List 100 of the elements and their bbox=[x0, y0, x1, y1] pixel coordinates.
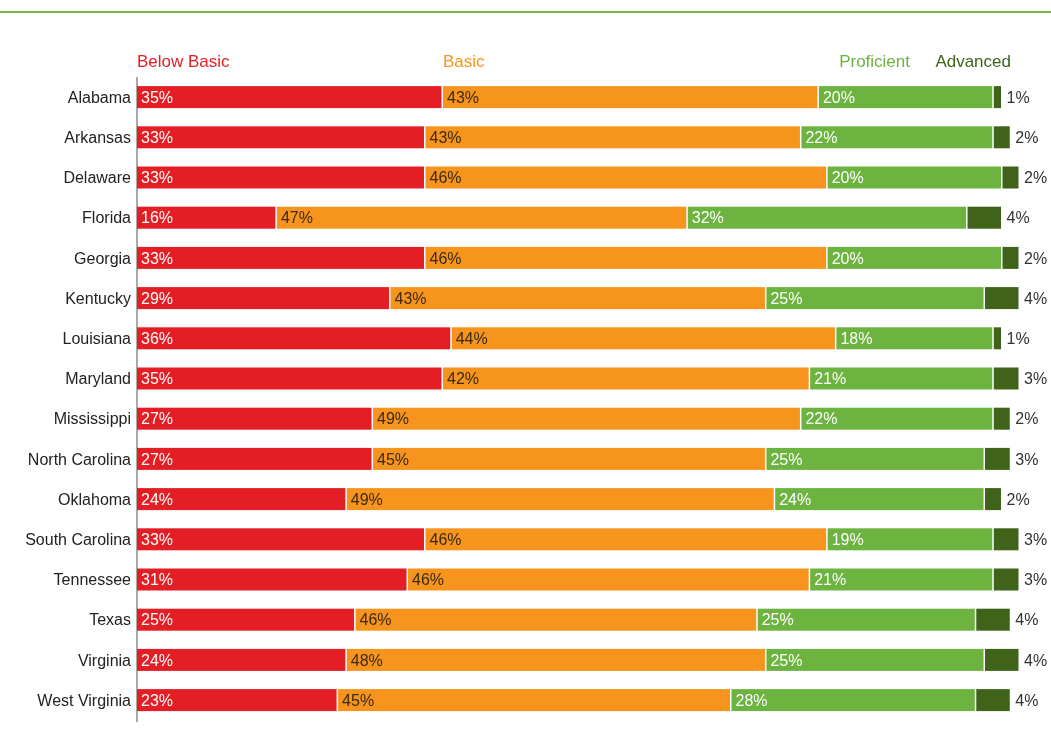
bar bbox=[1002, 246, 1019, 269]
y-tick-label: Kentucky bbox=[65, 289, 131, 307]
data-label: 2% bbox=[1024, 249, 1048, 267]
bar bbox=[338, 689, 730, 712]
bar bbox=[827, 246, 1002, 269]
bar bbox=[425, 166, 827, 189]
y-tick-label: North Carolina bbox=[27, 450, 132, 468]
data-label: 2% bbox=[1006, 490, 1030, 508]
data-label: 48% bbox=[350, 651, 383, 669]
bar bbox=[137, 246, 425, 269]
data-label: 31% bbox=[141, 571, 174, 589]
bar bbox=[373, 407, 800, 430]
data-label: 29% bbox=[141, 289, 174, 307]
bar bbox=[346, 648, 765, 671]
y-tick-label: Texas bbox=[89, 611, 131, 629]
data-label: 2% bbox=[1015, 410, 1039, 428]
bar bbox=[775, 488, 984, 511]
bar bbox=[373, 447, 765, 470]
series-label: Proficient bbox=[839, 52, 911, 71]
data-label: 33% bbox=[141, 530, 174, 548]
bar bbox=[976, 689, 1010, 712]
data-label: 24% bbox=[141, 651, 174, 669]
data-label: 4% bbox=[1015, 691, 1039, 709]
bar bbox=[836, 327, 993, 350]
data-label: 33% bbox=[141, 128, 174, 146]
data-label: 16% bbox=[141, 209, 174, 227]
bar bbox=[810, 367, 993, 390]
data-label: 3% bbox=[1024, 370, 1048, 388]
data-label: 27% bbox=[141, 410, 174, 428]
y-tick-label: Louisiana bbox=[62, 329, 132, 347]
y-tick-label: South Carolina bbox=[25, 530, 132, 548]
bar bbox=[137, 86, 442, 109]
bar bbox=[137, 568, 407, 591]
data-label: 35% bbox=[141, 88, 174, 106]
data-label: 36% bbox=[141, 329, 174, 347]
data-label: 46% bbox=[429, 169, 462, 187]
bar bbox=[818, 86, 993, 109]
data-label: 25% bbox=[141, 611, 174, 629]
bar bbox=[442, 86, 818, 109]
data-label: 45% bbox=[377, 450, 410, 468]
data-label: 25% bbox=[770, 289, 803, 307]
data-label: 46% bbox=[429, 249, 462, 267]
bar bbox=[993, 86, 1002, 109]
bar bbox=[137, 447, 372, 470]
bar bbox=[355, 608, 757, 631]
data-label: 42% bbox=[446, 370, 480, 388]
bar bbox=[827, 528, 993, 551]
bar bbox=[967, 206, 1002, 229]
bar bbox=[985, 447, 1010, 470]
data-label: 3% bbox=[1024, 530, 1048, 548]
bar bbox=[766, 447, 984, 470]
data-label: 20% bbox=[831, 249, 864, 267]
data-label: 46% bbox=[412, 571, 445, 589]
bar bbox=[985, 488, 1002, 511]
data-label: 18% bbox=[840, 329, 873, 347]
data-label: 2% bbox=[1024, 169, 1048, 187]
y-tick-label: Alabama bbox=[67, 88, 132, 106]
bar bbox=[827, 166, 1002, 189]
bar bbox=[985, 287, 1019, 310]
data-label: 20% bbox=[831, 169, 864, 187]
data-label: 25% bbox=[761, 611, 794, 629]
y-tick-label: Arkansas bbox=[64, 128, 131, 146]
bar bbox=[442, 367, 809, 390]
data-label: 25% bbox=[770, 651, 803, 669]
data-label: 45% bbox=[342, 691, 375, 709]
bar bbox=[137, 126, 425, 149]
bar bbox=[137, 367, 442, 390]
data-label: 4% bbox=[1024, 651, 1048, 669]
data-label: 25% bbox=[770, 450, 803, 468]
data-label: 21% bbox=[814, 571, 847, 589]
bar bbox=[801, 126, 993, 149]
data-label: 24% bbox=[141, 490, 174, 508]
data-label: 22% bbox=[805, 410, 838, 428]
y-tick-label: Mississippi bbox=[53, 410, 131, 428]
data-label: 33% bbox=[141, 249, 174, 267]
series-label: Advanced bbox=[935, 52, 1011, 71]
data-label: 35% bbox=[141, 370, 174, 388]
data-label: 4% bbox=[1015, 611, 1039, 629]
data-label: 28% bbox=[735, 691, 768, 709]
bar bbox=[137, 528, 425, 551]
data-label: 24% bbox=[779, 490, 812, 508]
bar bbox=[346, 488, 774, 511]
data-label: 33% bbox=[141, 169, 174, 187]
bar bbox=[137, 206, 276, 229]
bar bbox=[137, 608, 355, 631]
data-label: 19% bbox=[831, 530, 864, 548]
data-label: 47% bbox=[280, 209, 313, 227]
bar bbox=[425, 126, 800, 149]
data-label: 23% bbox=[141, 691, 174, 709]
bar bbox=[993, 568, 1019, 591]
y-tick-label: West Virginia bbox=[37, 691, 132, 709]
data-label: 27% bbox=[141, 450, 174, 468]
series-label: Below Basic bbox=[137, 52, 231, 71]
bar bbox=[137, 166, 425, 189]
data-label: 44% bbox=[455, 329, 488, 347]
data-label: 4% bbox=[1024, 289, 1048, 307]
data-label: 49% bbox=[350, 490, 383, 508]
data-label: 21% bbox=[814, 370, 847, 388]
series-label: Basic bbox=[442, 52, 486, 71]
bar bbox=[757, 608, 975, 631]
